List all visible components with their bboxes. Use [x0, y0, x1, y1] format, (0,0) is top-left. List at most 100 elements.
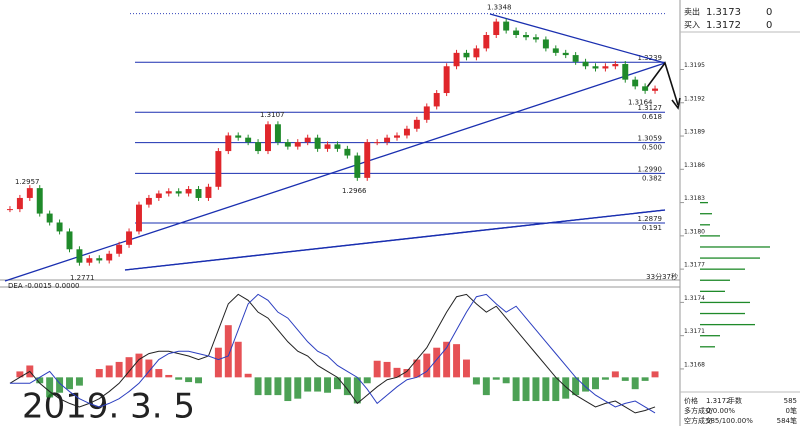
macd-bar	[244, 373, 252, 378]
high-label: 1.3107	[260, 111, 285, 119]
macd-bar	[413, 359, 421, 378]
high-label: 1.3348	[487, 4, 512, 12]
candle	[126, 231, 133, 245]
y-tick-label: 1.3183	[684, 195, 705, 202]
candle	[274, 124, 281, 143]
quote-price: 1.3172	[706, 20, 741, 31]
macd-bar	[423, 353, 431, 378]
candle	[195, 189, 202, 198]
candle	[523, 35, 529, 38]
candle	[493, 21, 500, 35]
candle	[36, 188, 43, 214]
dea-label: DEA -0.0015	[8, 282, 52, 290]
candle	[562, 52, 569, 56]
macd-bar	[552, 377, 560, 402]
candle	[86, 258, 93, 263]
macd-bar	[214, 347, 222, 378]
profile-bar	[700, 312, 745, 315]
profile-bar	[700, 268, 745, 270]
candle	[294, 142, 301, 147]
macd-bar	[274, 377, 282, 396]
quote-price: 1.3173	[706, 7, 741, 18]
macd-bar	[16, 371, 24, 378]
quote-qty: 0	[766, 7, 772, 18]
info-text: 585	[784, 397, 797, 405]
macd-bar	[155, 369, 163, 378]
profile-bar	[700, 257, 760, 259]
info-text: 0/0.00%	[706, 407, 735, 415]
profile-bar	[700, 323, 755, 326]
info-text: 空方成交	[684, 416, 712, 425]
profile-bar	[700, 335, 720, 337]
high-label: 1.2957	[15, 178, 40, 186]
profile-bar	[700, 301, 750, 304]
candle	[572, 55, 579, 62]
macd-bar	[492, 377, 500, 380]
low-label: 1.2771	[70, 274, 95, 282]
macd-bar	[403, 369, 411, 378]
candle	[334, 144, 341, 149]
y-tick-label: 1.3189	[684, 129, 705, 136]
macd-bar	[572, 377, 580, 396]
macd-bar	[651, 371, 659, 378]
y-tick-label: 1.3192	[684, 95, 705, 102]
candle	[106, 253, 113, 261]
quote-qty: 0	[766, 20, 772, 31]
macd-bar	[601, 377, 609, 380]
candle	[344, 148, 351, 156]
macd-bar	[453, 344, 461, 378]
candle	[245, 137, 252, 143]
macd-bar	[343, 377, 351, 396]
macd-bar	[185, 377, 193, 383]
macd-bar	[314, 377, 322, 392]
candle	[384, 137, 391, 143]
macd-bar	[631, 377, 639, 390]
candle	[116, 244, 123, 254]
macd-bar	[135, 353, 143, 378]
candle	[374, 142, 381, 144]
fib-price: 1.2990	[638, 165, 663, 173]
candle	[136, 204, 142, 232]
candle	[612, 64, 619, 67]
profile-bar	[700, 290, 725, 292]
macd-bar	[522, 377, 530, 402]
zero-label: 0.0000	[55, 282, 80, 290]
trend-line	[124, 209, 666, 271]
candle	[552, 48, 559, 53]
candle	[453, 52, 460, 67]
profile-bar	[700, 246, 770, 248]
fib-price: 1.2879	[638, 215, 663, 223]
candle	[255, 142, 262, 152]
macd-dif	[9, 293, 656, 414]
macd-bar	[393, 367, 401, 378]
candle	[314, 137, 321, 149]
y-tick-label: 1.3177	[684, 262, 705, 269]
macd-bar	[611, 371, 619, 378]
candle	[324, 144, 331, 149]
macd-bar	[482, 377, 490, 396]
countdown: 33分37秒	[646, 272, 678, 281]
macd-bar	[46, 377, 54, 398]
candle	[463, 52, 470, 58]
macd-bar	[234, 341, 242, 378]
macd-bar	[641, 377, 649, 381]
low-label: 1.2966	[342, 187, 367, 195]
candle	[642, 86, 649, 91]
y-tick-label: 1.3180	[684, 228, 705, 235]
arrow-head	[671, 97, 681, 110]
candle	[652, 88, 659, 91]
macd-bar	[542, 377, 550, 402]
macd-bar	[75, 377, 83, 386]
info-text: 0笔	[786, 406, 797, 415]
macd-bar	[36, 377, 44, 384]
macd-bar	[254, 377, 262, 396]
y-tick-label: 1.3168	[684, 361, 705, 368]
macd-bar	[532, 377, 540, 402]
y-tick-label: 1.3171	[684, 328, 705, 335]
candle	[46, 213, 53, 223]
candle	[364, 142, 371, 178]
candle	[185, 189, 192, 194]
fib-ratio: 0.618	[642, 113, 662, 121]
candle	[284, 142, 291, 147]
macd-bar	[353, 377, 361, 404]
